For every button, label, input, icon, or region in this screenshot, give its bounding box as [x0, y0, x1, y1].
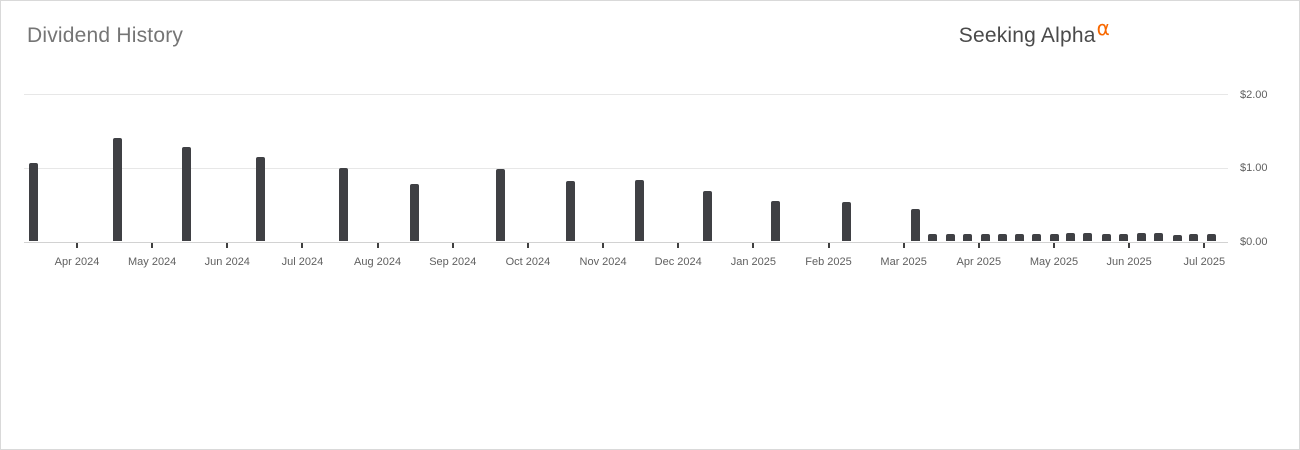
x-axis-tick — [1203, 243, 1206, 248]
x-axis-tick — [376, 243, 379, 248]
dividend-bar — [1136, 233, 1146, 242]
dividend-bar — [1206, 234, 1216, 242]
dividend-bar — [1014, 234, 1024, 242]
dividend-bar — [338, 167, 348, 242]
dividend-bar — [1101, 234, 1111, 242]
x-axis-label-mar-2025: Mar 2025 — [880, 256, 927, 268]
x-axis-label-dec-2024: Dec 2024 — [654, 256, 702, 268]
seeking-alpha-logo: Seeking Alphaα — [958, 16, 1110, 48]
x-axis-label-apr-2025: Apr 2025 — [956, 256, 1002, 268]
dividend-bar — [496, 169, 505, 242]
dividend-bar — [910, 209, 920, 242]
brand-name: Seeking Alpha — [958, 24, 1096, 47]
x-axis-label-aug-2024: Aug 2024 — [354, 256, 402, 268]
dividend-bar — [1119, 234, 1128, 242]
x-axis-label-may-2025: May 2025 — [1029, 256, 1079, 268]
x-axis-tick — [827, 243, 830, 248]
x-axis-label-apr-2024: Apr 2024 — [54, 256, 100, 268]
dividend-bar — [28, 163, 38, 242]
dividend-bar — [256, 157, 265, 242]
x-axis-tick — [677, 243, 680, 248]
dividend-bar — [702, 190, 712, 242]
x-axis-label-jul-2025: Jul 2025 — [1183, 256, 1226, 268]
dividend-bar — [182, 147, 191, 242]
dividend-bar — [1032, 234, 1041, 242]
dividend-bar — [945, 234, 955, 242]
x-axis-label-may-2024: May 2024 — [127, 256, 177, 268]
x-axis-label-jan-2025: Jan 2025 — [730, 256, 777, 268]
card-header: Dividend History Seeking Alphaα — [1, 1, 1299, 61]
x-axis-tick — [977, 243, 980, 248]
gridline-2.00 — [24, 94, 1228, 96]
dividend-bar — [841, 202, 851, 242]
page-title: Dividend History — [27, 24, 184, 47]
x-axis-label-sep-2024: Sep 2024 — [429, 256, 477, 268]
x-axis-tick — [151, 243, 154, 248]
x-axis-label-nov-2024: Nov 2024 — [579, 256, 627, 268]
dividend-bar — [113, 137, 122, 242]
x-axis-tick — [301, 243, 304, 248]
gridline-1.00 — [24, 167, 1228, 169]
x-axis-tick — [602, 243, 605, 248]
x-axis-label-jun-2025: Jun 2025 — [1106, 256, 1152, 268]
dividend-bar — [963, 234, 972, 242]
dividend-bar — [980, 234, 990, 242]
x-axis-label-jul-2024: Jul 2024 — [281, 256, 324, 268]
dividend-bar — [634, 180, 644, 242]
dividend-bar — [1083, 233, 1092, 242]
x-axis-baseline — [24, 241, 1228, 243]
y-axis-label: $2.00 — [1240, 88, 1268, 101]
dividend-bar — [1049, 234, 1059, 242]
dividend-bar — [1154, 233, 1163, 242]
x-axis-tick — [902, 243, 905, 248]
x-axis-tick — [451, 243, 454, 248]
dividend-bar — [927, 234, 937, 242]
dividend-bar — [565, 181, 575, 242]
x-axis-tick — [76, 243, 78, 248]
x-axis-label-oct-2024: Oct 2024 — [505, 256, 551, 268]
x-axis-label-jun-2024: Jun 2024 — [204, 256, 250, 268]
y-axis-label: $1.00 — [1240, 162, 1268, 175]
y-axis-label: $0.00 — [1240, 236, 1268, 248]
x-axis-tick — [752, 243, 755, 248]
dividend-bar — [997, 234, 1007, 242]
dividend-bar — [1065, 232, 1075, 242]
x-axis-tick — [1128, 243, 1131, 248]
x-axis-tick — [226, 243, 229, 248]
x-axis-tick — [1052, 243, 1055, 248]
x-axis-tick — [526, 243, 529, 248]
alpha-icon: α — [1096, 16, 1110, 40]
dividend-bar — [770, 200, 780, 242]
dividend-bar — [409, 184, 419, 242]
dividend-bar — [1188, 234, 1198, 242]
dividend-bar — [1172, 234, 1182, 242]
x-axis-label-feb-2025: Feb 2025 — [805, 256, 852, 268]
